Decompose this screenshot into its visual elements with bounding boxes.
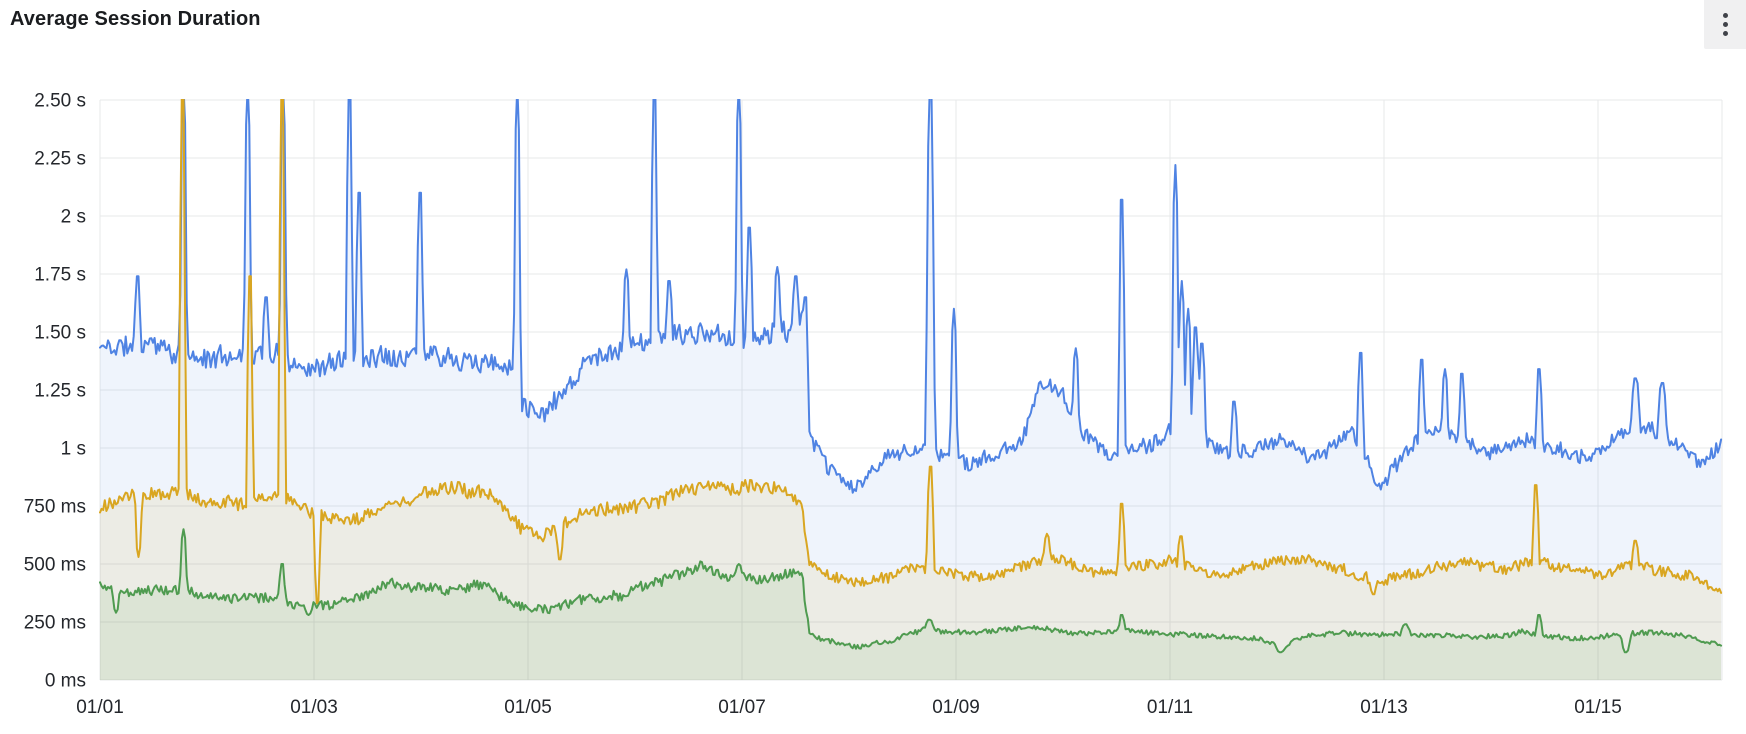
series-area-yellow (100, 99, 1722, 680)
x-axis-label: 01/03 (290, 697, 338, 718)
y-axis-label: 500 ms (24, 555, 86, 576)
x-axis-label: 01/05 (504, 697, 552, 718)
y-axis-label: 750 ms (24, 497, 86, 518)
x-axis-label: 01/07 (718, 697, 766, 718)
y-axis-label: 1.25 s (34, 381, 86, 402)
plot-area[interactable] (99, 86, 1723, 680)
series-area-green (100, 529, 1722, 680)
y-axis-label: 1.50 s (34, 323, 86, 344)
y-axis-label: 250 ms (24, 613, 86, 634)
x-axis-label: 01/15 (1574, 697, 1622, 718)
y-axis-label: 2.50 s (34, 91, 86, 112)
series-line-yellow (99, 99, 1723, 605)
x-axis-label: 01/01 (76, 697, 124, 718)
y-axis-label: 0 ms (45, 671, 86, 692)
series-area-blue (100, 99, 1722, 680)
series-line-green (99, 528, 1723, 654)
kebab-vertical-icon (1722, 13, 1728, 36)
panel-menu-button[interactable] (1704, 0, 1746, 49)
y-axis-label: 1.75 s (34, 265, 86, 286)
x-axis-label: 01/11 (1147, 697, 1193, 718)
y-axis-label: 2 s (61, 207, 86, 228)
x-axis-label: 01/13 (1360, 697, 1408, 718)
series-line-blue (99, 99, 1723, 494)
y-axis-label: 2.25 s (34, 149, 86, 170)
panel-title: Average Session Duration (10, 8, 261, 30)
y-axis-label: 1 s (61, 439, 86, 460)
x-axis-label: 01/09 (932, 697, 980, 718)
